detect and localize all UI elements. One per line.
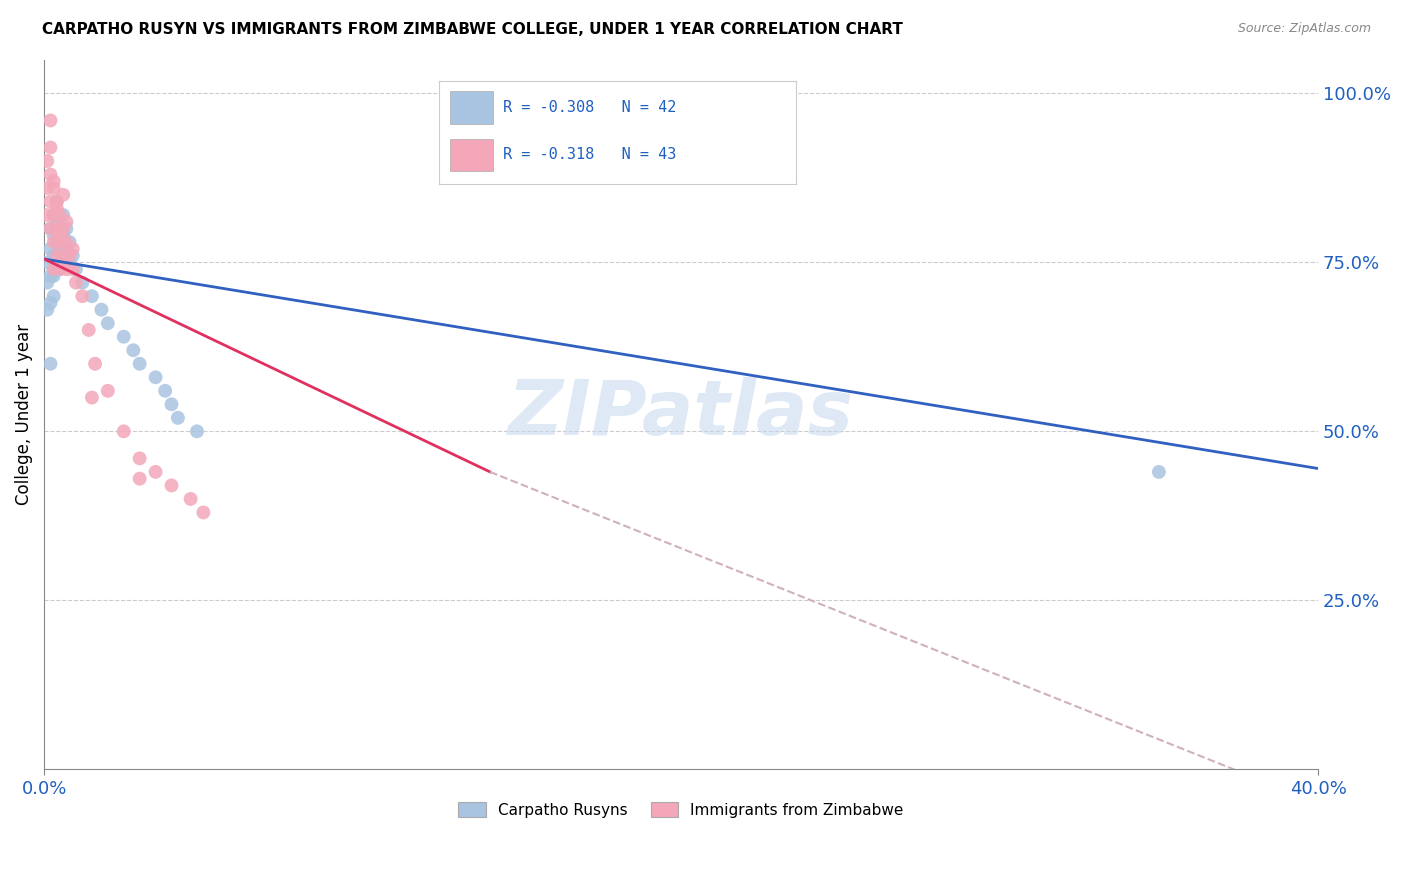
Point (55, 215, 77, 229)
Point (37, 276, 59, 290)
Text: CARPATHO RUSYN VS IMMIGRANTS FROM ZIMBABWE COLLEGE, UNDER 1 YEAR CORRELATION CHA: CARPATHO RUSYN VS IMMIGRANTS FROM ZIMBAB… (42, 22, 903, 37)
Point (55, 235, 77, 249)
Point (45, 235, 67, 249)
Point (37, 302, 59, 317)
Point (128, 472, 150, 486)
Point (1147, 465, 1170, 479)
Point (49, 262, 72, 277)
Point (52, 228, 75, 243)
Point (45, 194, 67, 209)
Point (80, 391, 103, 405)
Point (39, 242, 62, 256)
Point (97, 316, 120, 330)
Point (45, 194, 67, 209)
Point (42, 249, 65, 263)
Point (62, 249, 84, 263)
Point (39, 168, 62, 182)
Point (49, 262, 72, 277)
Point (193, 506, 215, 520)
Point (128, 451, 150, 466)
Text: ZIPatlas: ZIPatlas (508, 377, 853, 451)
Point (45, 215, 67, 229)
Point (52, 249, 75, 263)
Point (39, 357, 62, 371)
Point (160, 478, 183, 492)
Point (39, 221, 62, 235)
Point (49, 208, 72, 222)
Point (167, 410, 190, 425)
Point (128, 357, 150, 371)
Point (49, 242, 72, 256)
Point (42, 174, 65, 188)
Point (65, 276, 87, 290)
Point (39, 268, 62, 283)
Point (72, 276, 94, 290)
Point (55, 221, 77, 235)
Point (65, 262, 87, 277)
Point (55, 262, 77, 277)
Point (90, 302, 112, 317)
Point (112, 425, 135, 439)
Point (72, 289, 94, 303)
Point (45, 249, 67, 263)
Point (62, 262, 84, 277)
Point (145, 370, 167, 384)
Point (112, 329, 135, 343)
Point (49, 235, 72, 249)
Point (42, 228, 65, 243)
Point (145, 465, 167, 479)
Point (39, 296, 62, 310)
Point (62, 242, 84, 256)
Point (52, 208, 75, 222)
Point (55, 242, 77, 256)
Point (186, 425, 208, 439)
Point (45, 202, 67, 216)
Point (42, 235, 65, 249)
Point (42, 289, 65, 303)
Point (52, 187, 75, 202)
Point (49, 228, 72, 243)
Point (39, 221, 62, 235)
Point (42, 208, 65, 222)
Point (52, 249, 75, 263)
Point (84, 357, 107, 371)
Point (52, 221, 75, 235)
Point (42, 262, 65, 277)
Text: Source: ZipAtlas.com: Source: ZipAtlas.com (1237, 22, 1371, 36)
Point (58, 235, 80, 249)
Point (122, 343, 145, 358)
Point (37, 255, 59, 269)
Point (39, 140, 62, 154)
Point (42, 268, 65, 283)
Point (80, 289, 103, 303)
Point (39, 113, 62, 128)
Point (153, 384, 176, 398)
Y-axis label: College, Under 1 year: College, Under 1 year (15, 324, 32, 505)
Point (45, 221, 67, 235)
Point (58, 249, 80, 263)
Point (42, 208, 65, 222)
Point (37, 208, 59, 222)
Point (37, 153, 59, 168)
Point (49, 221, 72, 235)
Point (39, 194, 62, 209)
Point (37, 181, 59, 195)
Point (97, 384, 120, 398)
Point (77, 323, 100, 337)
Point (42, 181, 65, 195)
Point (58, 255, 80, 269)
Point (180, 491, 202, 506)
Point (45, 262, 67, 277)
Legend: Carpatho Rusyns, Immigrants from Zimbabwe: Carpatho Rusyns, Immigrants from Zimbabw… (451, 795, 911, 825)
Point (160, 397, 183, 411)
